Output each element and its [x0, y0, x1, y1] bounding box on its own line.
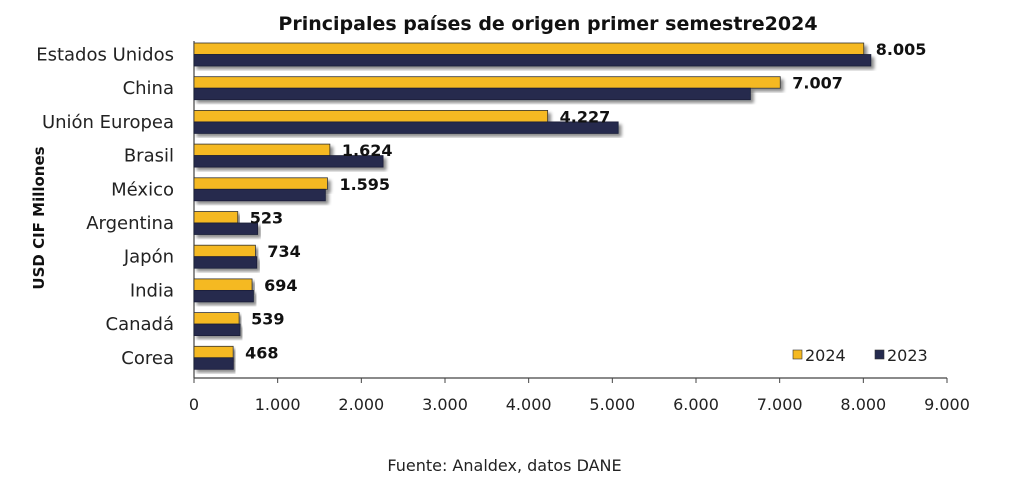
x-tick-label: 4.000 [506, 395, 552, 414]
bar-2023 [193, 357, 234, 370]
x-tick-label: 7.000 [757, 395, 803, 414]
bar-2024 [193, 211, 239, 224]
legend-swatch [874, 349, 885, 360]
legend-label: 2024 [805, 346, 846, 365]
bar-2023 [193, 222, 258, 235]
bar-2023 [193, 256, 258, 269]
bar-2024 [193, 278, 253, 291]
bar-2024 [193, 312, 240, 325]
legend: 2024 2023 [792, 346, 928, 365]
data-label: 1.624 [342, 141, 393, 160]
y-axis-label: USD CIF Millones [30, 146, 48, 289]
bar-2024 [193, 110, 549, 123]
x-tick-label: 8.000 [840, 395, 886, 414]
x-tick-label: 5.000 [589, 395, 635, 414]
category-label: India [130, 280, 174, 301]
x-tick-label: 1.000 [255, 395, 301, 414]
category-label: Argentina [86, 213, 174, 234]
category-label: Unión Europea [42, 112, 174, 133]
plot-area: 0 1.000 2.000 3.000 4.000 5.000 6.000 7.000 8.00… [36, 40, 970, 414]
data-label: 468 [245, 343, 278, 362]
data-label: 539 [251, 310, 284, 329]
data-label: 7.007 [792, 74, 843, 93]
category-label: Corea [121, 348, 174, 369]
bar-2023 [193, 87, 751, 101]
bar-2023 [193, 54, 872, 67]
bar-2024 [193, 42, 865, 55]
x-tick-label: 3.000 [422, 395, 468, 414]
category-label: Brasil [124, 146, 174, 167]
data-label: 4.227 [560, 107, 611, 126]
legend-swatch [792, 349, 803, 360]
data-label: 1.595 [339, 175, 390, 194]
data-label: 734 [267, 242, 300, 261]
bar-2023 [193, 323, 241, 337]
legend-label: 2023 [887, 346, 928, 365]
category-label: Canadá [106, 314, 175, 335]
bar-2023 [193, 289, 254, 303]
bar-2023 [193, 155, 384, 168]
x-tick-label: 9.000 [924, 395, 970, 414]
data-label: 523 [250, 209, 283, 228]
category-label: Japón [123, 247, 174, 268]
chart-title: Principales países de origen primer seme… [278, 13, 817, 35]
x-tick-label: 6.000 [673, 395, 719, 414]
bar-2024 [193, 177, 328, 190]
bar-2024 [193, 345, 234, 359]
source-note: Fuente: Analdex, datos DANE [387, 456, 622, 475]
bar-2023 [193, 121, 619, 134]
bar-2024 [193, 244, 256, 258]
x-tick-label: 0 [189, 395, 199, 414]
category-label: México [111, 179, 174, 200]
category-label: China [123, 78, 174, 99]
bar-2024 [193, 143, 331, 157]
data-label: 8.005 [876, 40, 927, 59]
bar-2024 [193, 76, 781, 89]
bar-2023 [193, 188, 326, 202]
x-tick-label: 2.000 [338, 395, 384, 414]
category-label: Estados Unidos [36, 45, 174, 66]
data-label: 694 [264, 276, 297, 295]
